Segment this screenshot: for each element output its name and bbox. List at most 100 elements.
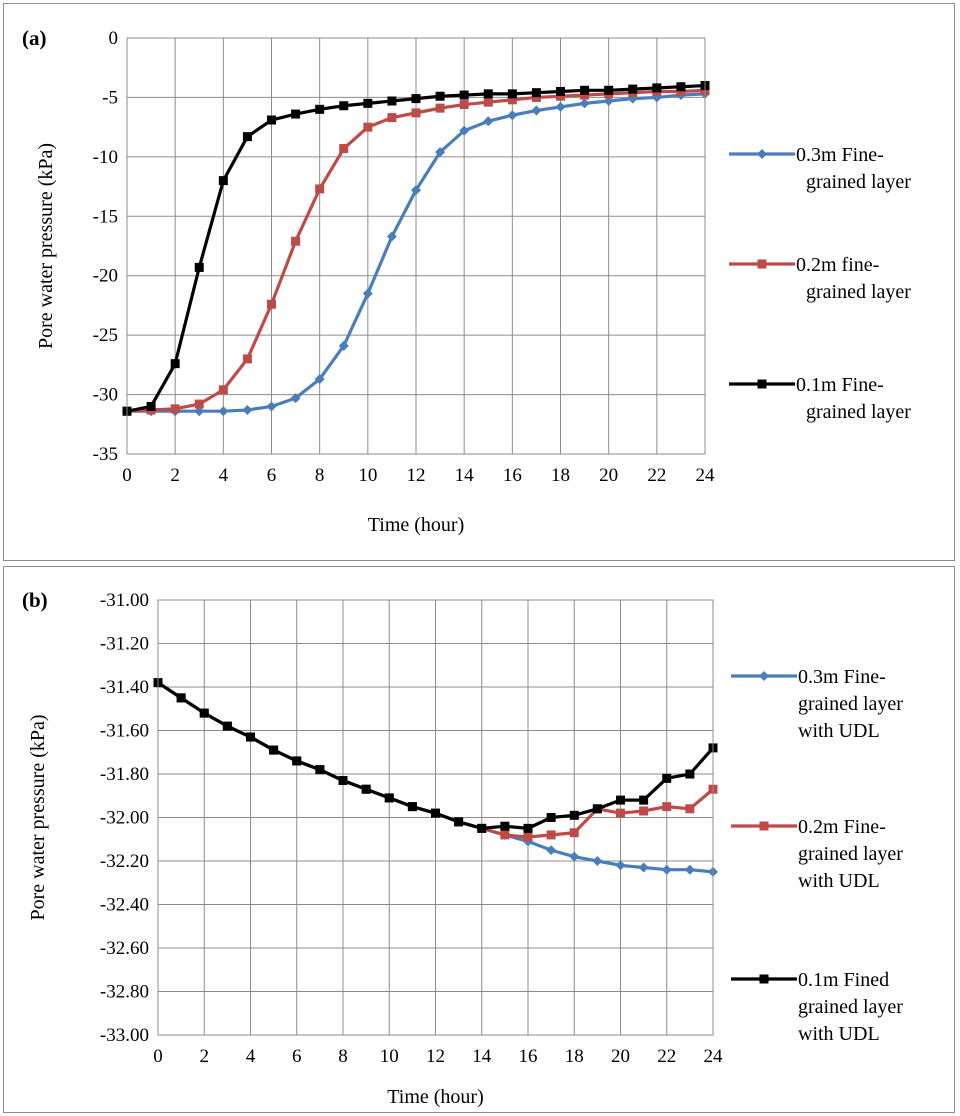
data-point xyxy=(615,860,626,871)
data-point xyxy=(338,340,349,351)
data-point xyxy=(676,86,686,96)
data-point xyxy=(676,82,686,92)
y-tick-label: -35 xyxy=(93,444,118,465)
legend-label: grained layer xyxy=(806,171,911,193)
data-point xyxy=(269,745,279,755)
x-tick-label: 16 xyxy=(503,465,522,486)
legend-label: 0.3m Fine- xyxy=(798,666,886,688)
data-point xyxy=(435,103,445,113)
data-point xyxy=(291,236,301,246)
data-point xyxy=(579,98,590,109)
data-point xyxy=(477,823,487,833)
data-point xyxy=(616,795,625,805)
data-point xyxy=(386,231,397,242)
x-tick-label: 12 xyxy=(407,465,426,486)
data-point xyxy=(170,404,180,414)
data-point xyxy=(459,125,470,136)
data-point xyxy=(555,101,566,112)
y-tick-label: -31.80 xyxy=(100,764,149,785)
data-point xyxy=(500,830,510,840)
x-tick-label: 22 xyxy=(647,465,666,486)
y-axis-title: Pore water pressure (kPa) xyxy=(35,143,57,349)
data-point xyxy=(507,110,518,121)
x-tick-label: 18 xyxy=(565,1046,584,1067)
data-point xyxy=(531,92,541,102)
data-point xyxy=(194,262,204,272)
data-point xyxy=(170,359,180,369)
data-point xyxy=(580,90,590,100)
data-point xyxy=(556,91,565,101)
data-point xyxy=(500,821,510,831)
data-point xyxy=(459,100,469,110)
data-point xyxy=(387,96,397,106)
data-point xyxy=(454,817,464,827)
data-point xyxy=(592,856,603,866)
data-point xyxy=(242,132,252,142)
y-tick-label: -15 xyxy=(93,206,118,227)
chart-a-svg: 0 2 4 6 8 10 12 14 16 18 20 22 240-5-10-15-20-25-30-… xyxy=(22,26,911,536)
x-tick-label: 14 xyxy=(455,465,475,486)
data-point xyxy=(459,90,469,100)
y-tick-label: -30 xyxy=(93,385,118,406)
data-point xyxy=(290,393,301,404)
x-tick-label: 4 xyxy=(246,1046,256,1067)
data-point xyxy=(507,89,517,99)
data-point xyxy=(176,693,186,703)
data-point xyxy=(363,98,373,108)
data-point xyxy=(483,116,494,127)
data-point xyxy=(569,810,579,820)
data-point xyxy=(411,185,421,196)
data-point xyxy=(411,108,421,118)
x-tick-label: 4 xyxy=(219,465,229,486)
data-point xyxy=(638,862,649,873)
y-tick-label: -32.40 xyxy=(100,895,149,916)
data-point xyxy=(146,401,156,411)
legend-label: 0.1m Fined xyxy=(798,969,889,991)
legend-label: with UDL xyxy=(798,720,880,742)
y-tick-label: -32.60 xyxy=(100,938,149,959)
data-point xyxy=(315,765,325,775)
data-point xyxy=(531,88,541,98)
data-point xyxy=(407,802,417,812)
data-point xyxy=(339,101,349,111)
data-point xyxy=(315,104,325,114)
x-tick-label: 16 xyxy=(519,1046,538,1067)
data-point xyxy=(569,828,579,838)
data-point xyxy=(546,830,556,840)
legend-marker xyxy=(759,974,769,984)
data-point xyxy=(199,708,209,718)
legend-label: 0.1m Fine- xyxy=(796,374,884,396)
legend-label: grained layer xyxy=(798,843,903,865)
x-tick-label: 6 xyxy=(267,465,277,486)
data-point xyxy=(363,122,373,132)
data-point xyxy=(604,85,614,95)
plot-area-border xyxy=(126,37,706,455)
legend-label: grained layer xyxy=(798,693,903,715)
data-point xyxy=(628,84,638,94)
data-point xyxy=(483,97,493,107)
x-tick-label: 2 xyxy=(170,465,180,486)
data-point xyxy=(246,732,255,742)
data-point xyxy=(292,756,302,766)
legend-label: 0.3m Fine- xyxy=(796,144,884,166)
x-axis-title: Time (hour) xyxy=(387,1086,483,1108)
x-tick-label: 14 xyxy=(472,1046,492,1067)
x-tick-label: 0 xyxy=(122,465,132,486)
x-tick-label: 12 xyxy=(426,1046,445,1067)
data-point xyxy=(652,83,662,93)
data-point xyxy=(546,845,557,856)
y-tick-label: -25 xyxy=(93,325,118,346)
data-point xyxy=(362,288,373,299)
data-point xyxy=(384,793,394,803)
data-point xyxy=(523,832,533,842)
y-tick-label: -31.40 xyxy=(100,677,149,698)
data-point xyxy=(387,113,397,123)
data-point xyxy=(523,823,533,833)
y-tick-label: -20 xyxy=(93,266,118,287)
data-point xyxy=(339,144,349,154)
data-point xyxy=(603,95,614,106)
x-tick-label: 10 xyxy=(358,465,377,486)
data-point xyxy=(242,405,253,416)
y-tick-label: -31.00 xyxy=(100,590,149,611)
data-point xyxy=(685,804,695,814)
